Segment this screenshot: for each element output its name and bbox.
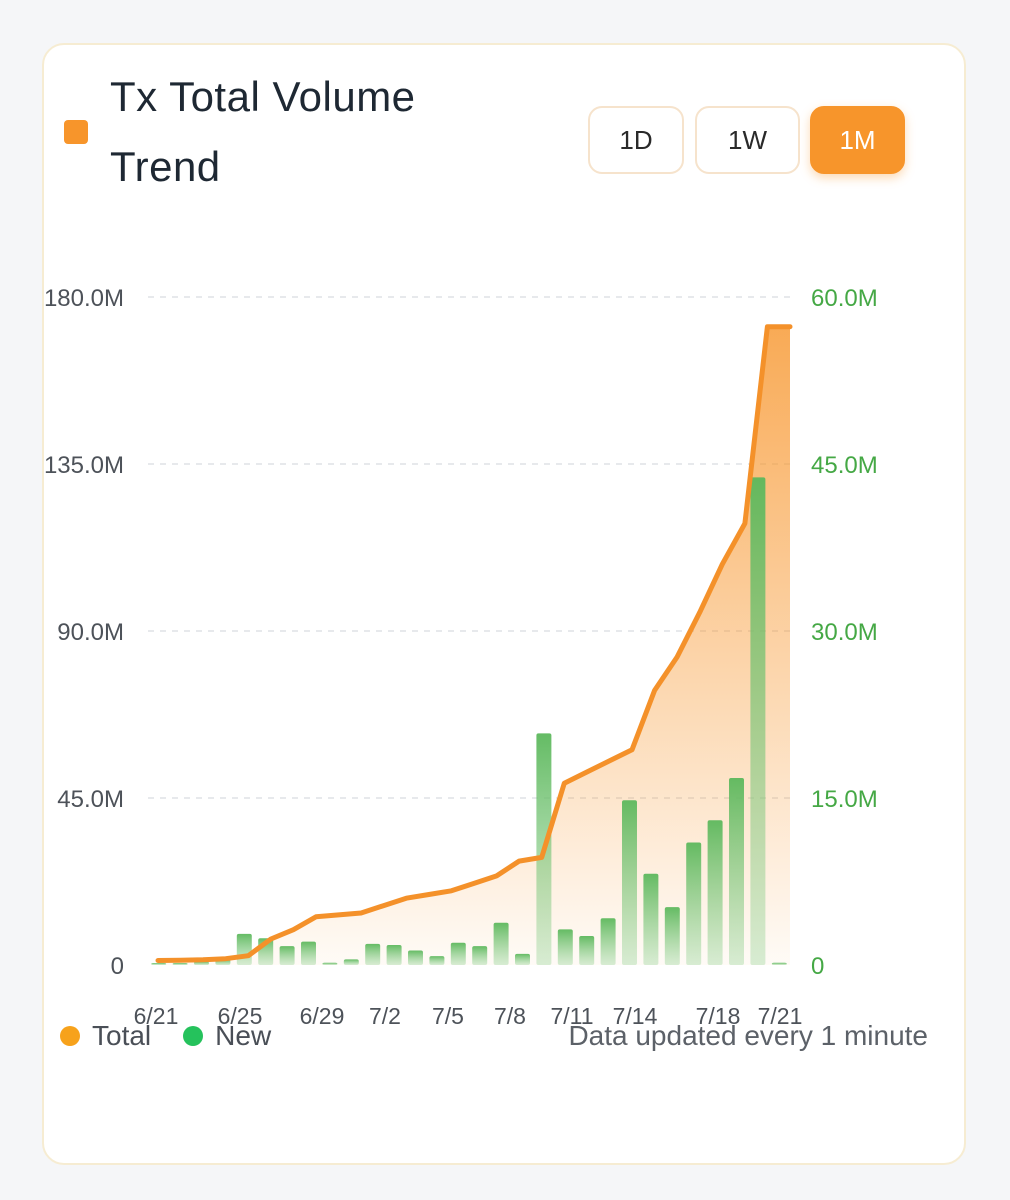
x-tick-label: 6/29: [300, 1003, 345, 1029]
range-button-1d[interactable]: 1D: [588, 106, 684, 174]
new-volume-bar: [194, 961, 209, 965]
y-right-tick-label: 60.0M: [811, 285, 878, 312]
x-tick-label: 7/18: [696, 1003, 741, 1029]
chart-title: Tx Total Volume Trend: [110, 73, 416, 190]
title-marker-icon: [64, 120, 88, 144]
x-tick-label: 7/11: [550, 1003, 593, 1029]
x-tick-label: 7/8: [494, 1003, 526, 1029]
legend-total-label: Total: [92, 1020, 152, 1051]
new-volume-bar: [172, 963, 188, 965]
update-note: Data updated every 1 minute: [568, 1020, 928, 1051]
x-tick-label: 7/5: [432, 1003, 464, 1029]
new-volume-bar: [365, 943, 381, 965]
y-right-tick-label: 45.0M: [811, 452, 878, 479]
range-button-1m[interactable]: 1M: [810, 106, 905, 174]
new-volume-bar: [450, 942, 466, 965]
new-volume-bar: [408, 950, 423, 965]
x-tick-label: 7/2: [369, 1003, 401, 1029]
total-volume-line: [155, 324, 793, 963]
new-volume-bar: [686, 842, 702, 965]
new-volume-bar: [579, 936, 595, 965]
x-tick-label: 6/25: [218, 1003, 263, 1029]
new-volume-bar: [707, 820, 723, 965]
new-volume-bar: [236, 933, 252, 965]
y-left-tick-label: 45.0M: [57, 786, 124, 813]
range-button-1w[interactable]: 1W: [695, 106, 800, 174]
y-left-tick-label: 180.0M: [44, 285, 124, 312]
y-right-tick-label: 0: [811, 953, 824, 980]
new-volume-bar: [386, 944, 402, 965]
legend-total[interactable]: Total: [60, 1020, 151, 1052]
new-volume-bar: [557, 929, 573, 965]
y-left-tick-label: 135.0M: [44, 452, 124, 479]
new-volume-bar: [429, 956, 445, 965]
chart-card: [42, 43, 966, 1165]
legend-new-label: New: [215, 1020, 272, 1051]
y-left-tick-label: 0: [111, 953, 124, 980]
new-volume-bar: [279, 946, 295, 965]
new-volume-bar: [472, 946, 488, 965]
y-right-tick-label: 15.0M: [811, 786, 878, 813]
new-volume-bar: [750, 477, 766, 965]
new-volume-bar: [771, 962, 787, 965]
total-dot-icon: [60, 1026, 80, 1046]
y-left-tick-label: 90.0M: [57, 619, 124, 646]
new-dot-icon: [183, 1026, 204, 1046]
new-volume-bar: [643, 873, 659, 965]
new-volume-bar: [322, 962, 338, 965]
x-tick-label: 7/14: [613, 1003, 658, 1029]
legend-new[interactable]: New: [183, 1020, 271, 1052]
new-volume-bar: [729, 777, 744, 965]
new-volume-bar: [343, 959, 359, 965]
y-right-tick-label: 30.0M: [811, 619, 878, 646]
new-volume-bar: [622, 800, 637, 965]
new-volume-bar: [664, 907, 680, 965]
new-volume-bar: [600, 918, 616, 965]
new-volume-bar: [301, 941, 316, 965]
chart-legend: Total New: [60, 1020, 303, 1052]
new-volume-bar: [493, 922, 509, 965]
x-tick-label: 7/21: [758, 1003, 803, 1029]
new-volume-bar: [151, 963, 167, 965]
new-volume-bar: [515, 953, 530, 965]
x-tick-label: 6/21: [134, 1003, 179, 1029]
